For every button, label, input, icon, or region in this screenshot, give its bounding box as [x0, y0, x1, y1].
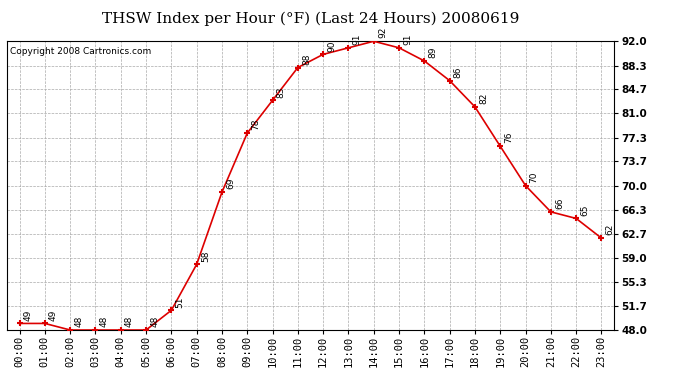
Text: Copyright 2008 Cartronics.com: Copyright 2008 Cartronics.com: [10, 47, 151, 56]
Text: 91: 91: [353, 33, 362, 45]
Text: 78: 78: [251, 119, 260, 130]
Text: 48: 48: [125, 316, 134, 327]
Text: 65: 65: [580, 204, 589, 216]
Text: 82: 82: [479, 93, 488, 104]
Text: 48: 48: [75, 316, 83, 327]
Text: 49: 49: [49, 309, 58, 321]
Text: 92: 92: [378, 27, 387, 39]
Text: 66: 66: [555, 198, 564, 209]
Text: 48: 48: [150, 316, 159, 327]
Text: 91: 91: [403, 33, 412, 45]
Text: 49: 49: [23, 309, 32, 321]
Text: THSW Index per Hour (°F) (Last 24 Hours) 20080619: THSW Index per Hour (°F) (Last 24 Hours)…: [102, 11, 519, 26]
Text: 88: 88: [302, 53, 311, 65]
Text: 76: 76: [504, 132, 513, 144]
Text: 62: 62: [606, 224, 615, 236]
Text: 58: 58: [201, 250, 210, 262]
Text: 90: 90: [327, 40, 336, 52]
Text: 51: 51: [175, 296, 184, 307]
Text: 83: 83: [277, 86, 286, 98]
Text: 86: 86: [454, 66, 463, 78]
Text: 69: 69: [226, 178, 235, 189]
Text: 70: 70: [530, 171, 539, 183]
Text: 89: 89: [428, 46, 437, 58]
Text: 48: 48: [99, 316, 108, 327]
